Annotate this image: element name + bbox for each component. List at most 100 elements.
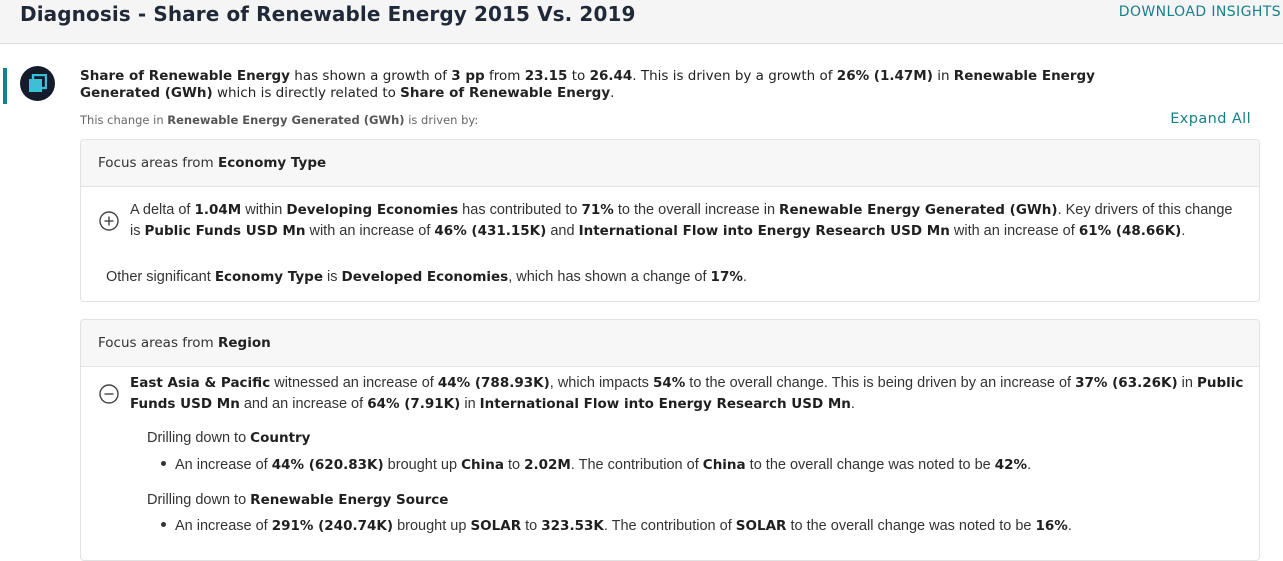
value: 46% (431.15K) xyxy=(434,223,547,239)
expand-all-button[interactable]: Expand All xyxy=(1170,111,1251,127)
card-title-dimension: Economy Type xyxy=(217,155,327,171)
download-insights-link[interactable]: DOWNLOAD INSIGHTS xyxy=(1118,4,1281,20)
value: 44% (788.93K) xyxy=(437,375,550,391)
text: with an increase of xyxy=(305,223,435,239)
text: brought up xyxy=(383,457,462,473)
summary-metric: Share of Renewable Energy xyxy=(400,85,611,101)
text: within xyxy=(241,202,287,218)
economy-driver-paragraph: A delta of 1.04M within Developing Econo… xyxy=(130,200,1245,242)
text: and xyxy=(546,223,579,239)
text: . xyxy=(850,396,855,412)
active-insight-indicator xyxy=(3,68,7,104)
value: 2.02M xyxy=(524,457,571,473)
economy-other-paragraph: Other significant Economy Type is Develo… xyxy=(106,267,747,288)
summary-text: to xyxy=(567,68,590,84)
driver-subtext: This change in Renewable Energy Generate… xyxy=(80,113,478,127)
dimension: Economy Type xyxy=(214,269,323,285)
metric: International Flow into Energy Research … xyxy=(479,396,851,412)
text: to the overall change was noted to be xyxy=(786,518,1036,534)
summary-metric: Share of Renewable Energy xyxy=(80,68,290,84)
text: , which impacts xyxy=(549,375,653,391)
text: and an increase of xyxy=(239,396,368,412)
subtext-metric: Renewable Energy Generated (GWh) xyxy=(167,113,405,127)
value: 42% xyxy=(994,457,1028,473)
text: brought up xyxy=(393,518,471,534)
page-header: Diagnosis - Share of Renewable Energy 20… xyxy=(0,0,1283,44)
text: witnessed an increase of xyxy=(270,375,438,391)
text: to the overall change was noted to be xyxy=(745,457,995,473)
text: with an increase of xyxy=(949,223,1079,239)
segment: SOLAR xyxy=(470,518,522,534)
summary-text: which is directly related to xyxy=(212,85,401,101)
page-title: Diagnosis - Share of Renewable Energy 20… xyxy=(20,2,636,26)
value: 37% (63.26K) xyxy=(1075,375,1178,391)
summary-text: has shown a growth of xyxy=(289,68,452,84)
text: in xyxy=(1177,375,1197,391)
text: is xyxy=(323,269,342,285)
summary-text: from xyxy=(484,68,525,84)
text: . The contribution of xyxy=(570,457,703,473)
plus-circle-icon[interactable] xyxy=(99,211,119,231)
value: 44% (620.83K) xyxy=(271,457,384,473)
text: A delta of xyxy=(130,202,195,218)
card-header: Focus areas from Region xyxy=(81,320,1259,367)
text: to the overall increase in xyxy=(613,202,780,218)
text: . xyxy=(1027,457,1032,473)
summary-value: 3 pp xyxy=(451,68,485,84)
text: has contributed to xyxy=(458,202,582,218)
text: Other significant xyxy=(106,269,215,285)
subtext-text: is driven by: xyxy=(404,113,479,127)
value: 291% (240.74K) xyxy=(271,518,394,534)
focus-card-economy-type: Focus areas from Economy Type A delta of… xyxy=(80,139,1260,302)
value: 17% xyxy=(710,269,743,285)
value: 64% (7.91K) xyxy=(367,396,461,412)
text: in xyxy=(460,396,480,412)
summary-text: in xyxy=(932,68,954,84)
summary-text: . This is driven by a growth of xyxy=(632,68,837,84)
value: 1.04M xyxy=(194,202,242,218)
metric: International Flow into Energy Research … xyxy=(578,223,950,239)
value: 71% xyxy=(581,202,614,218)
card-header: Focus areas from Economy Type xyxy=(81,140,1259,187)
focus-card-region: Focus areas from Region East Asia & Paci… xyxy=(80,319,1260,561)
segment: China xyxy=(461,457,504,473)
summary-text: . xyxy=(610,85,615,101)
text: . xyxy=(1181,223,1186,239)
card-title-prefix: Focus areas from xyxy=(98,155,218,171)
app-logo-icon xyxy=(29,74,47,92)
bullet-icon xyxy=(161,460,166,466)
text: An increase of xyxy=(175,518,272,534)
value: 16% xyxy=(1035,518,1068,534)
text: . xyxy=(1067,518,1072,534)
metric: Public Funds USD Mn xyxy=(144,223,306,239)
summary-metric: Renewable Energy Generated (GWh) xyxy=(80,68,1095,101)
metric: Renewable Energy Generated (GWh) xyxy=(779,202,1058,218)
summary-value: 23.15 xyxy=(524,68,568,84)
minus-circle-icon[interactable] xyxy=(99,384,119,404)
card-title: Focus areas from Region xyxy=(98,335,271,351)
text: Drilling down to xyxy=(147,430,251,446)
list-item: An increase of 291% (240.74K) brought up… xyxy=(161,518,1072,534)
card-title-dimension: Region xyxy=(217,335,271,351)
segment: China xyxy=(702,457,746,473)
value: 61% (48.66K) xyxy=(1078,223,1182,239)
text: , which has shown a change of xyxy=(508,269,711,285)
value: 54% xyxy=(652,375,686,391)
text: to xyxy=(521,518,542,534)
text: . Key drivers of this change is xyxy=(130,202,1233,239)
text: An increase of xyxy=(175,457,272,473)
segment: East Asia & Pacific xyxy=(130,375,271,391)
text: . The contribution of xyxy=(603,518,736,534)
metric: Public Funds USD Mn xyxy=(130,375,1244,412)
card-title: Focus areas from Economy Type xyxy=(98,155,326,171)
segment: Developing Economies xyxy=(286,202,459,218)
segment: SOLAR xyxy=(735,518,787,534)
bullet-icon xyxy=(161,521,166,527)
segment: Developed Economies xyxy=(341,269,509,285)
insight-summary: Share of Renewable Energy has shown a gr… xyxy=(80,68,1110,102)
text: to the overall change. This is being dri… xyxy=(685,375,1076,391)
summary-value: 26.44 xyxy=(589,68,633,84)
dimension: Country xyxy=(250,430,311,446)
subtext-text: This change in xyxy=(80,113,168,127)
value: 323.53K xyxy=(541,518,604,534)
